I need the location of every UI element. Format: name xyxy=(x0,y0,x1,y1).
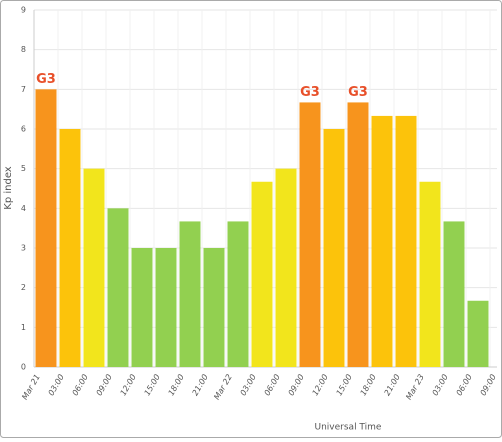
y-tick-label: 0 xyxy=(21,363,26,372)
y-tick-label: 7 xyxy=(21,85,26,94)
y-tick-label: 8 xyxy=(21,45,26,54)
x-axis-label: Universal Time xyxy=(315,423,382,433)
bar xyxy=(59,129,81,367)
bar xyxy=(179,221,201,367)
y-tick-label: 1 xyxy=(21,323,26,332)
bar xyxy=(227,221,249,367)
bar xyxy=(347,102,369,367)
annotation: G3 xyxy=(300,85,320,100)
bar xyxy=(251,181,273,367)
annotation: G3 xyxy=(36,72,56,87)
y-tick-label: 3 xyxy=(21,244,26,253)
bar xyxy=(203,248,225,367)
bar xyxy=(35,89,57,367)
y-axis-label: Kp index xyxy=(3,166,14,210)
y-tick-label: 6 xyxy=(21,125,26,134)
bar xyxy=(467,300,489,367)
bar xyxy=(371,115,393,367)
bar xyxy=(443,221,465,367)
bar xyxy=(83,168,105,367)
bar xyxy=(155,248,177,367)
bar xyxy=(395,115,417,367)
y-tick-label: 4 xyxy=(21,204,26,213)
bar xyxy=(107,208,129,367)
annotation: G3 xyxy=(348,85,368,100)
y-tick-label: 2 xyxy=(21,283,26,292)
bar xyxy=(419,181,441,367)
bar xyxy=(275,168,297,367)
y-tick-label: 5 xyxy=(21,164,26,173)
y-tick-label: 9 xyxy=(21,6,26,15)
bar xyxy=(323,129,345,367)
bar xyxy=(131,248,153,367)
bar xyxy=(299,102,321,367)
